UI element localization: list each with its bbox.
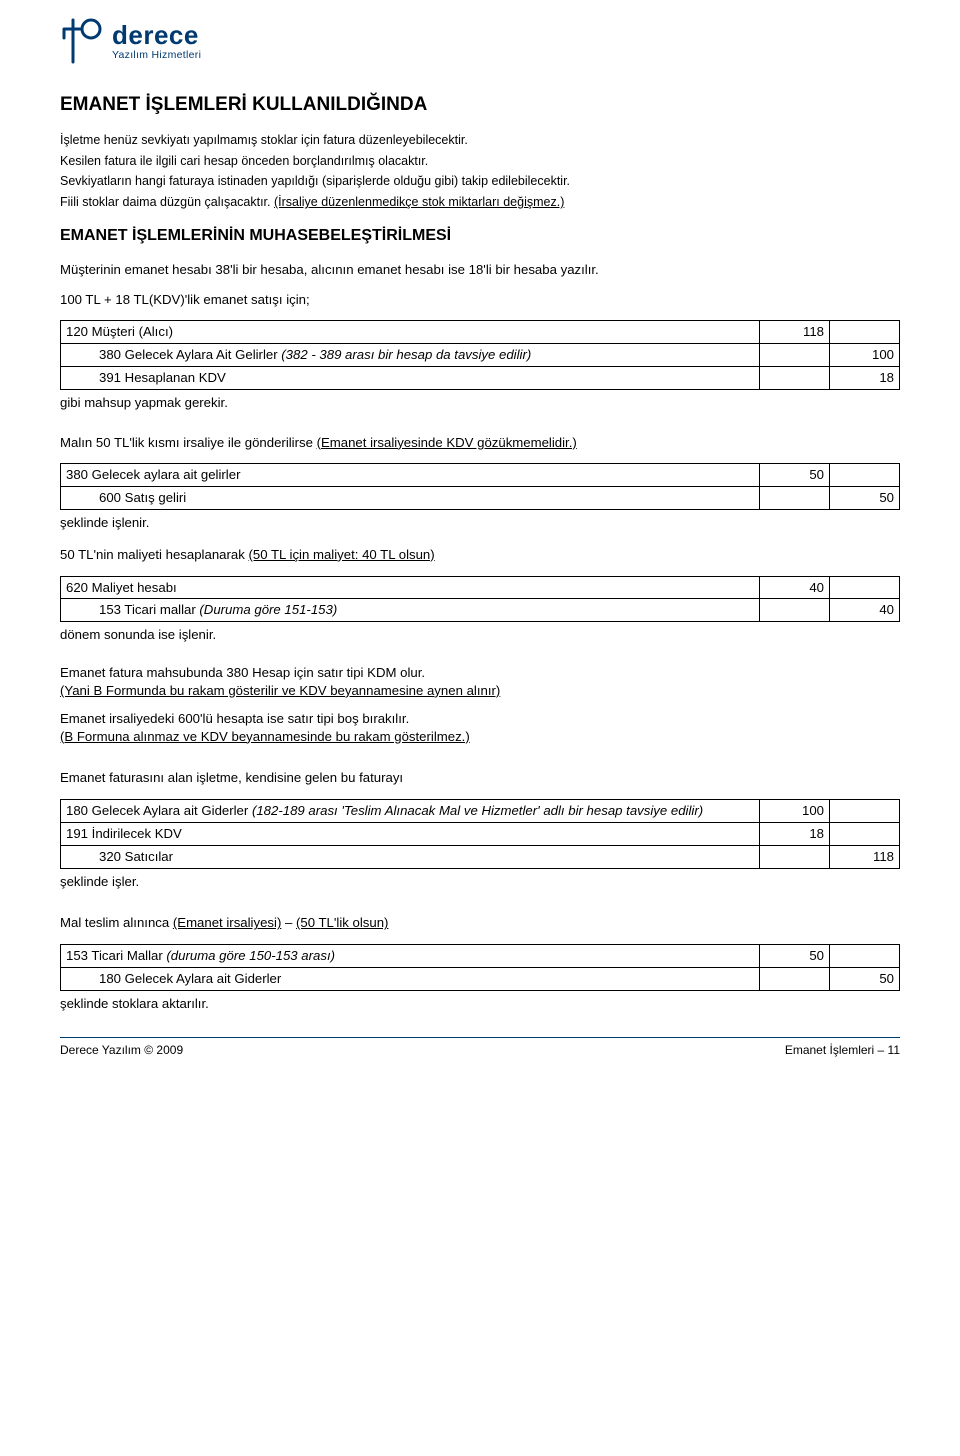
intro-line-2: Kesilen fatura ile ilgili cari hesap önc…	[60, 153, 900, 170]
table-5: 153 Ticari Mallar (duruma göre 150-153 a…	[60, 944, 900, 991]
p-mal-teslim: Mal teslim alınınca (Emanet irsaliyesi) …	[60, 914, 900, 932]
logo: derece Yazılım Hizmetleri	[60, 18, 900, 64]
intro-line-4: Fiili stoklar daima düzgün çalışacaktır.…	[60, 194, 900, 211]
table-1: 120 Müşteri (Alıcı) 118 380 Gelecek Ayla…	[60, 320, 900, 389]
table-row: 180 Gelecek Aylara ait Giderler (182-189…	[61, 800, 900, 823]
p-musteri: Müşterinin emanet hesabı 38'li bir hesab…	[60, 261, 900, 279]
logo-icon	[60, 18, 106, 64]
footer-right: Emanet İşlemleri – 11	[785, 1042, 900, 1058]
table-row: 153 Ticari mallar (Duruma göre 151-153) …	[61, 599, 900, 622]
table-row: 191 İndirilecek KDV 18	[61, 822, 900, 845]
logo-brand: derece	[112, 22, 201, 48]
p-seklinde-3: şeklinde stoklara aktarılır.	[60, 995, 900, 1013]
logo-text: derece Yazılım Hizmetleri	[112, 22, 201, 61]
p-malin: Malın 50 TL'lik kısmı irsaliye ile gönde…	[60, 434, 900, 452]
table-row: 620 Maliyet hesabı 40	[61, 576, 900, 599]
table-4: 180 Gelecek Aylara ait Giderler (182-189…	[60, 799, 900, 868]
p-600: Emanet irsaliyedeki 600'lü hesapta ise s…	[60, 710, 900, 728]
table-row: 120 Müşteri (Alıcı) 118	[61, 321, 900, 344]
intro-line-3: Sevkiyatların hangi faturaya istinaden y…	[60, 173, 900, 190]
section-title-muhasebe: EMANET İŞLEMLERİNİN MUHASEBELEŞTİRİLMESİ	[60, 225, 900, 247]
footer-left: Derece Yazılım © 2009	[60, 1042, 183, 1058]
p-50tl: 50 TL'nin maliyeti hesaplanarak (50 TL i…	[60, 546, 900, 564]
table-row: 391 Hesaplanan KDV 18	[61, 366, 900, 389]
p-kdm: Emanet fatura mahsubunda 380 Hesap için …	[60, 664, 900, 682]
p-100tl: 100 TL + 18 TL(KDV)'lik emanet satışı iç…	[60, 291, 900, 309]
p-donem: dönem sonunda ise işlenir.	[60, 626, 900, 644]
table-row: 380 Gelecek Aylara Ait Gelirler (382 - 3…	[61, 344, 900, 367]
page-title: EMANET İŞLEMLERİ KULLANILDIĞINDA	[60, 92, 900, 118]
table-row: 153 Ticari Mallar (duruma göre 150-153 a…	[61, 945, 900, 968]
table-row: 380 Gelecek aylara ait gelirler 50	[61, 464, 900, 487]
p-seklinde-1: şeklinde işlenir.	[60, 514, 900, 532]
footer-rule	[60, 1037, 900, 1038]
intro-line-1: İşletme henüz sevkiyatı yapılmamış stokl…	[60, 132, 900, 149]
p-gibi: gibi mahsup yapmak gerekir.	[60, 394, 900, 412]
footer: Derece Yazılım © 2009 Emanet İşlemleri –…	[60, 1042, 900, 1058]
p-600-u: (B Formuna alınmaz ve KDV beyannamesinde…	[60, 728, 900, 746]
table-row: 320 Satıcılar 118	[61, 845, 900, 868]
logo-block: derece Yazılım Hizmetleri	[60, 18, 900, 64]
table-2: 380 Gelecek aylara ait gelirler 50 600 S…	[60, 463, 900, 510]
p-kdm-u: (Yani B Formunda bu rakam gösterilir ve …	[60, 682, 900, 700]
table-row: 180 Gelecek Aylara ait Giderler 50	[61, 968, 900, 991]
table-3: 620 Maliyet hesabı 40 153 Ticari mallar …	[60, 576, 900, 623]
table-row: 600 Satış geliri 50	[61, 487, 900, 510]
p-alan: Emanet faturasını alan işletme, kendisin…	[60, 769, 900, 787]
logo-subtitle: Yazılım Hizmetleri	[112, 50, 201, 61]
p-seklinde-2: şeklinde işler.	[60, 873, 900, 891]
